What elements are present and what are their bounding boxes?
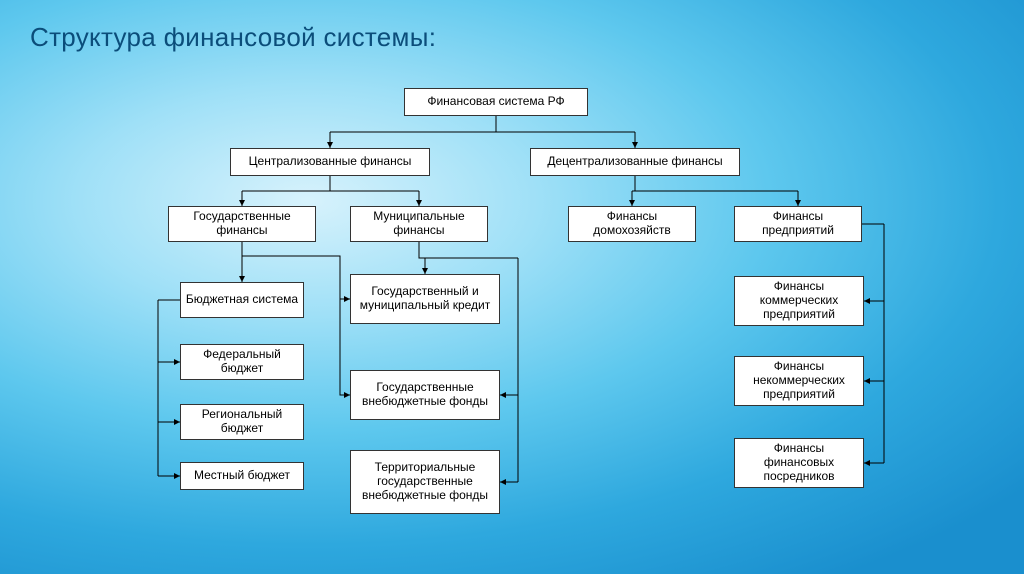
diagram-node-tgvf: Территориальные государственные внебюдже… bbox=[350, 450, 500, 514]
diagram-node-dec: Децентрализованные финансы bbox=[530, 148, 740, 176]
diagram-node-gvf: Государственные внебюджетные фонды bbox=[350, 370, 500, 420]
diagram-node-gmk: Государственный и муниципальный кредит bbox=[350, 274, 500, 324]
diagram-node-cent: Централизованные финансы bbox=[230, 148, 430, 176]
diagram-node-gov: Государственные финансы bbox=[168, 206, 316, 242]
diagram-node-fed: Федеральный бюджет bbox=[180, 344, 304, 380]
diagram-node-reg: Региональный бюджет bbox=[180, 404, 304, 440]
slide-background: Структура финансовой системы: Финансовая… bbox=[0, 0, 1024, 574]
slide-title: Структура финансовой системы: bbox=[30, 22, 436, 53]
diagram-node-loc: Местный бюджет bbox=[180, 462, 304, 490]
diagram-connectors bbox=[0, 0, 1024, 574]
diagram-node-bsys: Бюджетная система bbox=[180, 282, 304, 318]
diagram-node-fin: Финансы финансовых посредников bbox=[734, 438, 864, 488]
diagram-node-hh: Финансы домохозяйств bbox=[568, 206, 696, 242]
diagram-node-ncomm: Финансы некоммерческих предприятий bbox=[734, 356, 864, 406]
diagram-node-comm: Финансы коммерческих предприятий bbox=[734, 276, 864, 326]
diagram-node-mun: Муниципальные финансы bbox=[350, 206, 488, 242]
diagram-node-root: Финансовая система РФ bbox=[404, 88, 588, 116]
diagram-node-ent: Финансы предприятий bbox=[734, 206, 862, 242]
